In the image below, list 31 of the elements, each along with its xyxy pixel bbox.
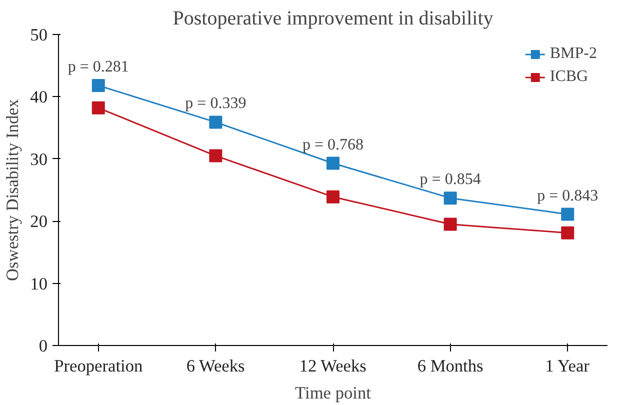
y-tick-label: 0 (38, 336, 48, 356)
annotation: p = 0.854 (420, 171, 481, 188)
x-tick-label: 12 Weeks (299, 356, 367, 376)
y-tick-label: 10 (30, 274, 48, 294)
point (561, 226, 574, 240)
x-axis-title: Time point (295, 384, 372, 402)
x-tick-label: 6 Months (417, 356, 484, 376)
point (326, 156, 340, 170)
y-tick-label: 30 (30, 150, 48, 169)
y-axis-title: Oswestry Disability Index (3, 98, 22, 281)
point (444, 218, 457, 231)
y-tick-label: 50 (30, 26, 48, 44)
y-tick-label: 20 (30, 212, 48, 232)
annotation: p = 0.768 (302, 136, 364, 154)
y-tick-label: 40 (30, 88, 48, 107)
annotation: p = 0.843 (537, 187, 598, 204)
point (209, 149, 222, 162)
legend-label: ICBG (550, 68, 588, 86)
point (92, 79, 105, 92)
point (92, 101, 105, 114)
annotation: p = 0.281 (68, 58, 129, 76)
point (561, 208, 574, 221)
legend-label: BMP-2 (550, 45, 597, 63)
x-tick-label: 1 Year (545, 356, 590, 376)
point (326, 190, 340, 204)
x-tick-label: 6 Weeks (186, 356, 246, 376)
point (444, 192, 457, 205)
annotation: p = 0.339 (185, 95, 246, 112)
x-tick-label: Preoperation (54, 356, 143, 376)
point (209, 116, 222, 129)
chart-title: Postoperative improvement in disability (172, 8, 494, 30)
